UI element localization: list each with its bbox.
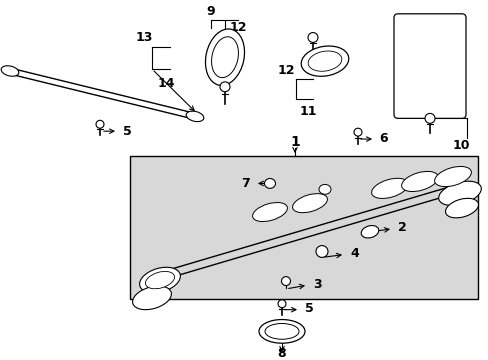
Ellipse shape bbox=[139, 267, 180, 293]
Ellipse shape bbox=[318, 184, 330, 194]
Bar bbox=[130, 156, 477, 299]
Ellipse shape bbox=[371, 178, 407, 198]
Circle shape bbox=[220, 82, 229, 92]
Ellipse shape bbox=[205, 29, 244, 85]
Text: 11: 11 bbox=[299, 105, 316, 118]
Ellipse shape bbox=[132, 286, 171, 310]
Circle shape bbox=[353, 128, 361, 136]
Circle shape bbox=[307, 32, 317, 42]
Ellipse shape bbox=[264, 179, 275, 188]
Text: 5: 5 bbox=[122, 125, 131, 138]
Circle shape bbox=[96, 120, 104, 128]
Text: 13: 13 bbox=[135, 31, 152, 44]
Circle shape bbox=[278, 300, 285, 308]
Text: 14: 14 bbox=[157, 77, 174, 90]
Text: 5: 5 bbox=[304, 302, 313, 315]
FancyBboxPatch shape bbox=[393, 14, 465, 118]
Ellipse shape bbox=[315, 246, 327, 257]
Ellipse shape bbox=[211, 37, 238, 78]
Text: 9: 9 bbox=[206, 5, 215, 18]
Ellipse shape bbox=[292, 194, 327, 213]
Ellipse shape bbox=[259, 320, 305, 343]
Text: 1: 1 bbox=[289, 135, 299, 149]
Ellipse shape bbox=[186, 111, 203, 122]
Circle shape bbox=[424, 113, 434, 123]
Text: 12: 12 bbox=[448, 103, 466, 116]
Text: 2: 2 bbox=[397, 221, 406, 234]
Ellipse shape bbox=[301, 46, 348, 76]
Ellipse shape bbox=[252, 203, 287, 221]
Ellipse shape bbox=[434, 166, 470, 186]
Ellipse shape bbox=[401, 171, 437, 192]
Ellipse shape bbox=[264, 324, 298, 339]
Text: 3: 3 bbox=[313, 278, 322, 291]
Ellipse shape bbox=[1, 66, 19, 76]
Text: 6: 6 bbox=[379, 131, 387, 145]
Text: 8: 8 bbox=[277, 347, 286, 360]
Ellipse shape bbox=[361, 226, 378, 238]
Text: 12: 12 bbox=[277, 63, 294, 77]
Text: 10: 10 bbox=[451, 139, 469, 153]
Text: 7: 7 bbox=[240, 177, 249, 190]
Ellipse shape bbox=[145, 271, 174, 289]
Ellipse shape bbox=[438, 181, 480, 206]
Ellipse shape bbox=[445, 198, 478, 218]
Ellipse shape bbox=[281, 276, 290, 285]
Text: 4: 4 bbox=[350, 247, 359, 260]
Ellipse shape bbox=[307, 51, 341, 71]
Text: 12: 12 bbox=[229, 21, 246, 34]
